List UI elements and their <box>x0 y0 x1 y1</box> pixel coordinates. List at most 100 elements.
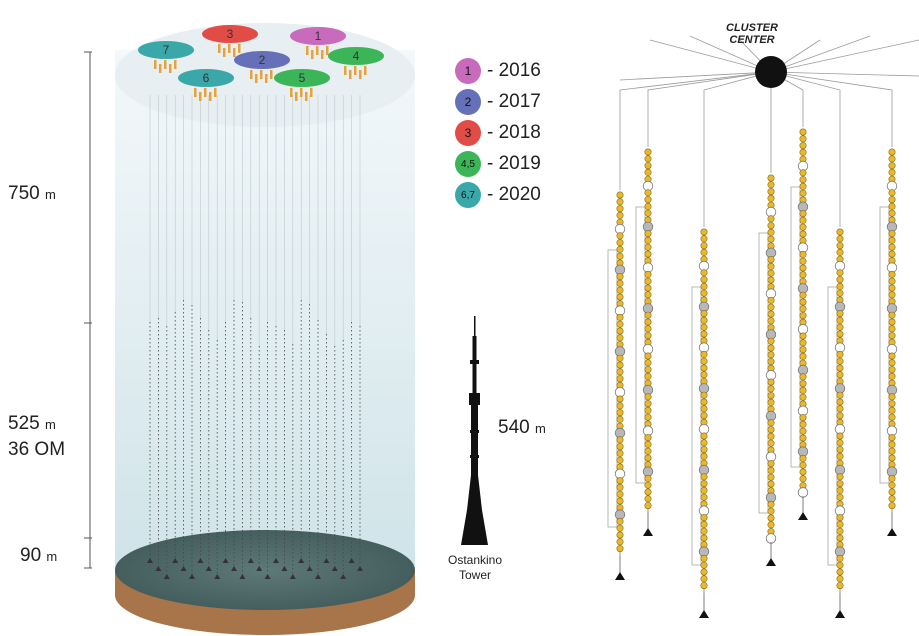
buoy-icon <box>344 66 347 75</box>
optical-module <box>799 298 807 306</box>
buoy-icon <box>218 44 221 53</box>
optical-module <box>836 235 844 243</box>
spoke-cable <box>770 35 871 73</box>
optical-module <box>836 289 844 297</box>
optical-module <box>799 380 807 388</box>
optical-module <box>767 262 775 270</box>
optical-module <box>888 325 896 333</box>
buoy-icon <box>199 92 202 101</box>
depth-label-top: 750 m <box>8 182 56 207</box>
optical-module <box>616 232 624 240</box>
depth-top-value: 750 <box>8 183 40 204</box>
anchor-icon <box>323 558 330 563</box>
optical-module <box>799 475 807 483</box>
optical-module <box>700 323 708 331</box>
legend-year: - 2019 <box>487 153 541 174</box>
optical-module <box>836 330 844 338</box>
optical-module <box>616 402 624 410</box>
optical-module <box>700 398 708 406</box>
section-bracket <box>827 286 838 566</box>
cluster-number: 2 <box>259 53 266 67</box>
optical-module <box>700 554 708 562</box>
optical-module <box>767 521 775 529</box>
optical-module <box>767 317 775 325</box>
anchor-icon <box>239 574 246 579</box>
section-bracket <box>879 206 890 484</box>
optical-module <box>700 357 708 365</box>
optical-module <box>700 561 708 569</box>
depth-bottom-value: 90 <box>20 545 42 566</box>
optical-module <box>644 495 652 503</box>
anchor-icon <box>306 566 313 571</box>
optical-module <box>616 490 624 498</box>
optical-module <box>767 460 775 468</box>
optical-module <box>799 271 807 279</box>
depth-label-om: 36 OM <box>8 439 66 460</box>
buoy-icon <box>295 92 298 101</box>
optical-module <box>799 230 807 238</box>
optical-module <box>836 527 844 535</box>
legend-badge: 1 <box>455 58 481 84</box>
optical-module <box>799 427 807 435</box>
top-clusters: 7 3 1 2 4 6 5 <box>138 25 384 101</box>
optical-module <box>700 486 708 494</box>
optical-module <box>616 483 624 491</box>
optical-module <box>767 358 775 366</box>
buoy-icon <box>316 46 319 55</box>
optical-module <box>888 155 896 163</box>
anchor-icon <box>348 558 355 563</box>
section-module <box>797 487 809 498</box>
optical-module <box>767 514 775 522</box>
buoy-icon <box>311 50 314 59</box>
optical-module <box>888 440 896 448</box>
legend-year: - 2016 <box>487 60 541 81</box>
optical-module <box>767 228 775 236</box>
optical-module <box>616 327 624 335</box>
section-bracket <box>691 286 702 566</box>
optical-module <box>767 439 775 447</box>
spoke-cable <box>770 39 919 73</box>
optical-module <box>799 182 807 190</box>
buoy-icon <box>270 70 273 79</box>
optical-module <box>767 466 775 474</box>
optical-module <box>700 371 708 379</box>
optical-module <box>767 296 775 304</box>
legend-badge: 3 <box>455 120 481 146</box>
buoy-icon <box>290 88 293 97</box>
buoy-icon <box>326 46 329 55</box>
optical-module <box>644 332 652 340</box>
optical-module <box>888 202 896 210</box>
anchor-icon <box>264 574 271 579</box>
optical-module <box>836 514 844 522</box>
anchor-icon <box>163 574 170 579</box>
optical-module <box>836 364 844 372</box>
optical-module <box>644 168 652 176</box>
depth-label-mid: 525 m <box>8 412 56 437</box>
anchor-icon <box>172 558 179 563</box>
anchor-icon <box>887 528 897 536</box>
optical-module <box>700 228 708 236</box>
optical-module <box>700 405 708 413</box>
optical-module <box>888 400 896 408</box>
optical-module <box>616 368 624 376</box>
optical-module <box>799 189 807 197</box>
optical-module <box>836 371 844 379</box>
optical-module <box>799 257 807 265</box>
water-column <box>115 50 415 580</box>
buoy-icon <box>305 92 308 101</box>
buoy-icon <box>354 66 357 75</box>
optical-module <box>799 264 807 272</box>
optical-module <box>644 481 652 489</box>
optical-module <box>799 339 807 347</box>
anchor-icon <box>281 566 288 571</box>
anchor-icon <box>205 566 212 571</box>
legend-item: 1 - 2016 <box>455 58 541 84</box>
optical-module <box>836 228 844 236</box>
optical-module <box>888 447 896 455</box>
optical-module <box>799 386 807 394</box>
optical-module <box>888 332 896 340</box>
optical-module <box>767 174 775 182</box>
anchor-icon <box>147 558 153 563</box>
optical-module <box>836 561 844 569</box>
optical-module <box>836 242 844 250</box>
